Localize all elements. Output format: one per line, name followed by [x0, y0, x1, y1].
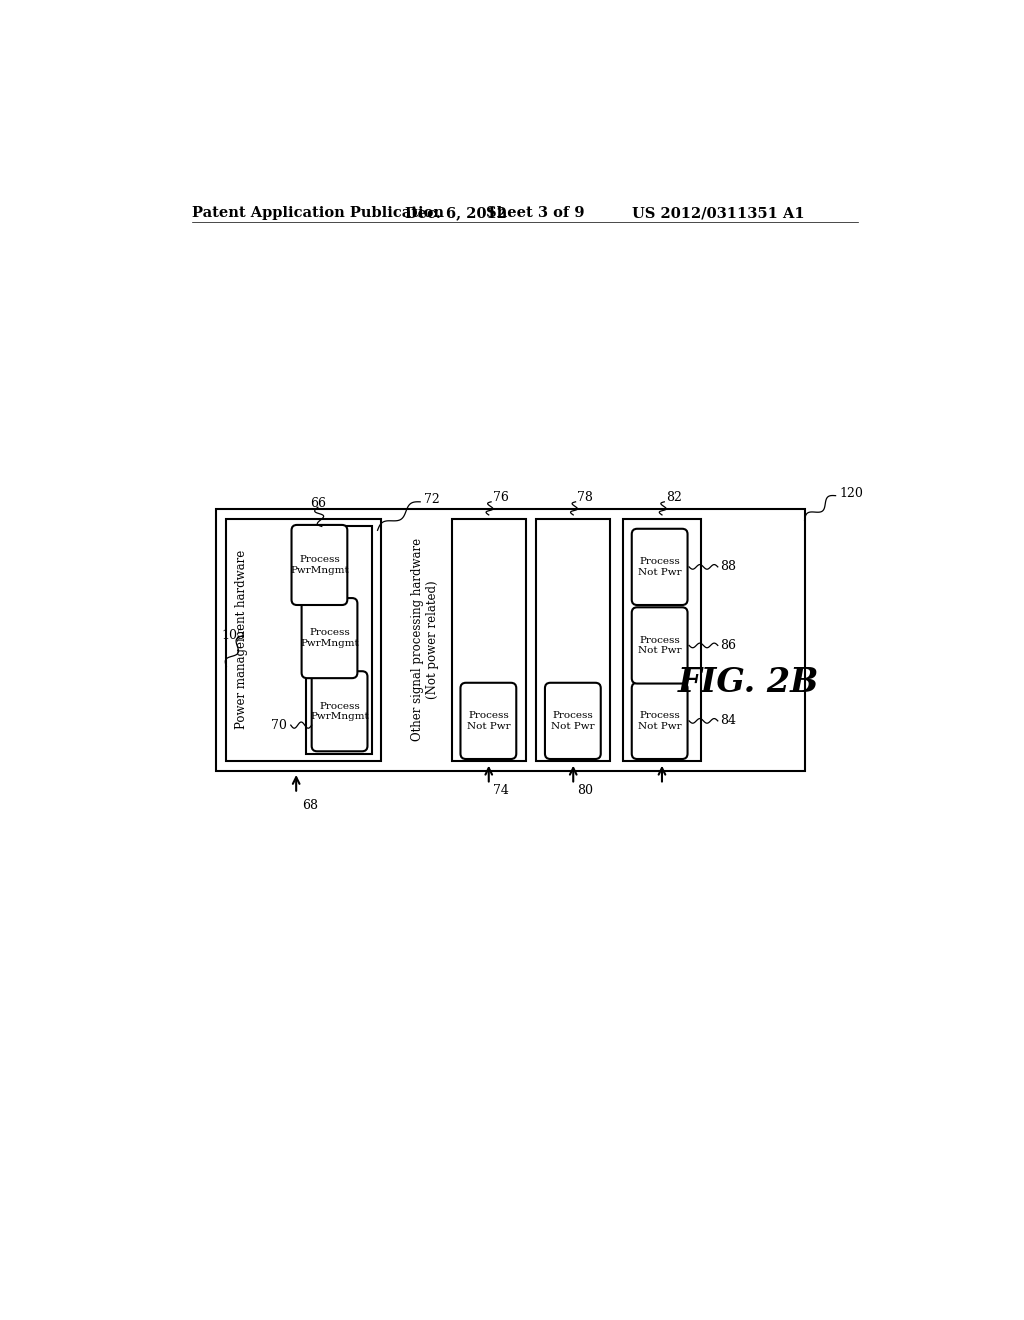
Text: 78: 78 [578, 491, 593, 504]
Text: Dec. 6, 2012: Dec. 6, 2012 [406, 206, 508, 220]
FancyBboxPatch shape [632, 682, 687, 759]
Text: Power management hardware: Power management hardware [236, 550, 249, 729]
Text: 86: 86 [720, 639, 736, 652]
Text: Process
Not Pwr: Process Not Pwr [638, 636, 681, 655]
Bar [452, 519, 525, 762]
Text: FIG. 2B: FIG. 2B [677, 665, 818, 698]
FancyBboxPatch shape [545, 682, 601, 759]
Text: 105: 105 [221, 630, 245, 643]
Text: 80: 80 [578, 784, 593, 797]
Text: 74: 74 [493, 784, 509, 797]
Text: Other signal processing hardware
(Not power related): Other signal processing hardware (Not po… [411, 539, 439, 742]
Bar [624, 519, 700, 762]
FancyBboxPatch shape [461, 682, 516, 759]
Text: US 2012/0311351 A1: US 2012/0311351 A1 [632, 206, 805, 220]
Text: Process
Not Pwr: Process Not Pwr [551, 711, 595, 730]
Text: 82: 82 [666, 491, 682, 504]
Text: Sheet 3 of 9: Sheet 3 of 9 [486, 206, 585, 220]
Text: Process
Not Pwr: Process Not Pwr [638, 711, 681, 730]
FancyBboxPatch shape [292, 525, 347, 605]
Text: Process
PwrMngmt: Process PwrMngmt [300, 628, 358, 648]
Bar [216, 508, 805, 771]
Text: Process
Not Pwr: Process Not Pwr [467, 711, 510, 730]
Text: Process
PwrMngmt: Process PwrMngmt [290, 556, 349, 574]
Text: 70: 70 [271, 718, 287, 731]
FancyBboxPatch shape [632, 529, 687, 605]
Text: 88: 88 [720, 561, 736, 573]
FancyBboxPatch shape [302, 598, 357, 678]
Text: 68: 68 [302, 799, 318, 812]
Text: Process
Not Pwr: Process Not Pwr [638, 557, 681, 577]
Text: 66: 66 [310, 496, 326, 510]
Text: 72: 72 [424, 492, 439, 506]
Text: 76: 76 [493, 491, 509, 504]
Bar [226, 519, 381, 760]
Text: Process
PwrMngmt: Process PwrMngmt [310, 701, 369, 721]
Text: 84: 84 [720, 714, 736, 727]
FancyBboxPatch shape [632, 607, 687, 684]
Bar [537, 519, 610, 762]
Text: 120: 120 [840, 487, 863, 500]
Bar [306, 527, 372, 754]
FancyBboxPatch shape [311, 671, 368, 751]
Text: Patent Application Publication: Patent Application Publication [191, 206, 443, 220]
